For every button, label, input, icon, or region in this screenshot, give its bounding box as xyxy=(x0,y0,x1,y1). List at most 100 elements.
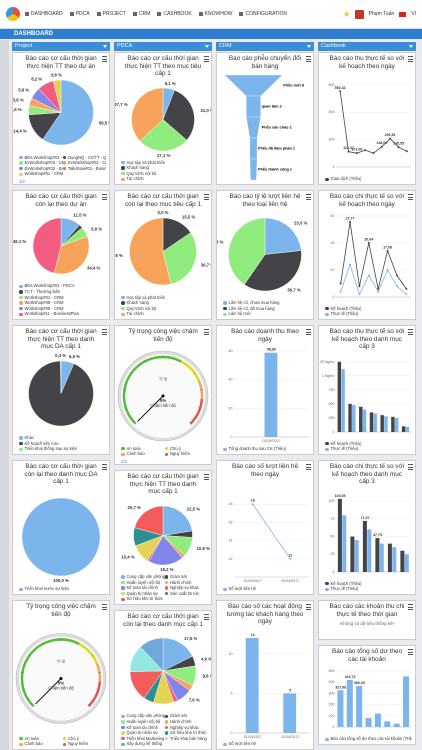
legend-item[interactable]: Cảnh báo xyxy=(121,451,165,457)
nav-item[interactable]: KNOWHOW xyxy=(199,11,233,17)
legend-item[interactable]: Liên hệ cũ, đã mua hàng xyxy=(223,306,310,312)
panel-menu[interactable] xyxy=(408,649,413,655)
legend-item[interactable]: Nghiệp vụ khác xyxy=(164,585,209,591)
avatar[interactable] xyxy=(354,9,364,19)
panel-menu[interactable] xyxy=(408,464,413,470)
panel-menu[interactable] xyxy=(306,464,311,470)
legend-item[interactable]: TCT - Thường kiến xyxy=(19,289,106,295)
legend-item[interactable]: Quy trình nội bộ xyxy=(121,306,208,312)
panel-menu[interactable] xyxy=(102,194,107,200)
legend-item[interactable]: An toàn xyxy=(121,446,165,452)
panel-menu[interactable] xyxy=(306,604,311,610)
legend-item[interactable]: Giao dịch (Triệu) xyxy=(325,176,412,182)
legend-item[interactable]: Cung cấp văn phòng xyxy=(121,574,165,580)
nav-item[interactable]: DASHBOARD xyxy=(25,11,63,17)
legend-item[interactable]: Thực tế (Triệu) xyxy=(325,446,412,452)
legend-item[interactable]: Hành chính xyxy=(164,719,209,725)
legend-item[interactable]: Khác xyxy=(19,435,106,441)
panel-menu[interactable] xyxy=(102,604,107,610)
legend-item[interactable]: Cung cấp văn phòng xyxy=(121,713,165,719)
legend-item[interactable]: ExWorkshop#02 - CRM xyxy=(62,160,106,166)
legend-item[interactable]: Kế toán tài chính xyxy=(121,585,165,591)
legend-item[interactable]: Thực tế (Triệu) xyxy=(325,586,412,592)
nav-item[interactable]: CONFIGURATION xyxy=(239,11,287,17)
legend-item[interactable]: Triển khai thống sau sự kiện xyxy=(19,446,106,452)
favorite-icon[interactable] xyxy=(343,11,350,17)
legend-item[interactable]: Giám sát xyxy=(164,574,209,580)
legend-item[interactable]: Sản xuất tin tức xyxy=(164,591,209,597)
legend-item[interactable]: Kế toán tài chính xyxy=(121,725,165,731)
panel-menu[interactable] xyxy=(408,329,413,335)
legend-item[interactable]: Báo cáo tổng số dư theo các tài khoản (T… xyxy=(325,736,412,742)
logo[interactable] xyxy=(6,7,20,21)
legend-item[interactable]: Sở hữu kho trí thức xyxy=(164,730,209,736)
legend-item[interactable]: Sở hữu kho trí thức xyxy=(121,596,165,602)
legend-item[interactable]: Kế hoạch tiền cứu xyxy=(19,441,106,447)
legend-item[interactable]: Liên hệ cũ, chưa mua hàng xyxy=(223,300,310,306)
legend-item[interactable]: Khách hàng xyxy=(121,165,208,171)
legend-item[interactable]: Workshop#09 - CRM xyxy=(19,306,106,312)
legend-item[interactable]: Kế hoạch (Triệu) xyxy=(325,441,412,447)
legend-item[interactable]: Workshop#01 - CRM xyxy=(19,171,63,177)
nav-item[interactable]: CRM xyxy=(133,11,150,17)
panel-menu[interactable] xyxy=(408,56,413,62)
legend-item[interactable]: Workshop#01 - CRM xyxy=(19,295,106,301)
legend-item[interactable]: Xây dựng hệ thống xyxy=(121,741,165,747)
panel-menu[interactable] xyxy=(204,329,209,335)
legend-item[interactable]: Huấn luyện nội bộ xyxy=(121,580,165,586)
legend-item[interactable]: Số lượt liên hệ xyxy=(223,741,310,747)
legend-item[interactable]: ExWorkshop#02 - BusinessPlan xyxy=(19,166,63,172)
panel-menu[interactable] xyxy=(408,604,413,610)
legend-item[interactable]: ExWorkshop#03 - CRM xyxy=(19,160,63,166)
language[interactable]: VI xyxy=(411,11,416,17)
legend-item[interactable]: Nguy hiểm xyxy=(164,451,209,457)
legend-item[interactable]: Số lượt liên hệ xyxy=(223,586,310,592)
legend-item[interactable]: Triển khai bán hàng xyxy=(164,736,209,742)
nav-item[interactable]: CASHBOOK xyxy=(157,11,191,17)
panel-menu[interactable] xyxy=(306,329,311,335)
legend-item[interactable]: Workshop#09 - CRM xyxy=(19,300,106,306)
nav-item[interactable]: PROJECT xyxy=(97,11,126,17)
legend-item[interactable]: Hành chính xyxy=(164,580,209,586)
legend-item[interactable]: BDs.Workshop#02 - PDCA xyxy=(19,283,106,289)
legend-item[interactable]: Kế hoạch (Triệu) xyxy=(325,306,412,312)
legend-item[interactable]: Học tập và phát triển xyxy=(121,295,208,301)
legend-item[interactable]: Tài chính xyxy=(121,176,208,182)
legend-item[interactable]: Học tập và phát triển xyxy=(121,160,208,166)
legend-item[interactable]: Quản trị nhân sự xyxy=(121,591,165,597)
legend-item[interactable]: Quản trị nhân sự xyxy=(121,730,165,736)
panel-menu[interactable] xyxy=(102,329,107,335)
legend-item[interactable]: Kế hoạch (Triệu) xyxy=(325,581,412,587)
legend-item[interactable]: Tổng doanh thu sau CK (Triệu) xyxy=(223,446,310,452)
panel-menu[interactable] xyxy=(408,194,413,200)
panel-menu[interactable] xyxy=(102,464,107,470)
legend-item[interactable]: Thực tế (Triệu) xyxy=(325,311,412,317)
legend-item[interactable]: Nguy hiểm xyxy=(62,741,107,747)
legend-item[interactable]: Giám sát xyxy=(164,713,209,719)
legend-item[interactable]: BDs.Workshop#02 - PDCA xyxy=(19,155,63,161)
legend-item[interactable]: Nghiệp vụ khác xyxy=(164,725,209,731)
legend-item[interactable]: DungNQ - CGTT - QTDA - 02 xyxy=(62,155,106,161)
legend-item[interactable]: Triển khai Marketing xyxy=(121,736,165,742)
user-name[interactable]: Phạm Tuấn xyxy=(368,11,395,17)
legend-item[interactable]: Chú ý xyxy=(164,446,209,452)
panel-menu[interactable] xyxy=(102,56,107,62)
legend-item[interactable]: Huấn luyện nội bộ xyxy=(121,719,165,725)
legend-item[interactable]: An toàn xyxy=(19,736,63,742)
legend-item[interactable]: Triển khai trước sự kiện xyxy=(19,586,106,592)
panel-menu[interactable] xyxy=(204,56,209,62)
legend-item[interactable]: Chú ý xyxy=(62,736,107,742)
panel-menu[interactable] xyxy=(204,474,209,480)
legend-item[interactable]: Khách hàng xyxy=(121,300,208,306)
legend-item[interactable]: Workshop#11 - BusinessPlan xyxy=(19,311,106,317)
panel-menu[interactable] xyxy=(204,194,209,200)
panel-menu[interactable] xyxy=(306,56,311,62)
language-flag[interactable] xyxy=(399,11,407,17)
panel-menu[interactable] xyxy=(306,194,311,200)
legend-item[interactable]: Talkshow#01 - BusinessPlan xyxy=(62,166,106,172)
legend-item[interactable]: Quy trình nội bộ xyxy=(121,171,208,177)
legend-item[interactable]: Tài chính xyxy=(121,311,208,317)
nav-item[interactable]: PDCA xyxy=(70,11,90,17)
legend-item[interactable]: Cảnh báo xyxy=(19,741,63,747)
legend-item[interactable]: Liên hệ mới xyxy=(223,311,310,317)
